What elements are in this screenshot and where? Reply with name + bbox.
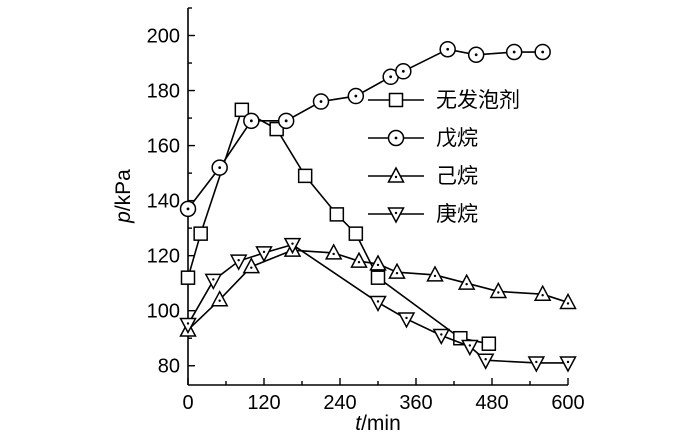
x-axis-title-unit: /min bbox=[361, 412, 401, 435]
data-point bbox=[559, 292, 577, 310]
legend-marker bbox=[388, 92, 404, 108]
data-point bbox=[369, 254, 387, 271]
x-tick-label: 480 bbox=[475, 392, 508, 414]
data-point bbox=[432, 328, 451, 346]
data-point bbox=[179, 200, 197, 218]
data-point bbox=[243, 112, 260, 130]
data-point bbox=[277, 112, 295, 130]
legend-entry: 无发泡剂 bbox=[368, 88, 520, 112]
data-point bbox=[388, 262, 406, 279]
y-tick-label: 140 bbox=[147, 191, 180, 213]
axes bbox=[187, 8, 568, 386]
y-axis-title: p/kPa bbox=[112, 169, 135, 224]
data-point bbox=[211, 159, 228, 176]
data-point bbox=[283, 237, 302, 255]
series-circle bbox=[179, 41, 551, 218]
data-point bbox=[329, 207, 345, 222]
data-point bbox=[533, 284, 552, 301]
y-tick-label: 80 bbox=[158, 356, 180, 378]
x-axis-title-variable: t bbox=[355, 412, 362, 435]
data-point bbox=[210, 290, 229, 307]
y-tick-label: 180 bbox=[147, 81, 180, 103]
data-point bbox=[397, 312, 416, 329]
data-point bbox=[467, 46, 485, 64]
data-point bbox=[347, 87, 365, 105]
data-point bbox=[426, 265, 444, 282]
axis-ticks: 0 120 240 360 480 600 80 100 120 140 160 180 200 bbox=[147, 7, 585, 414]
data-point bbox=[489, 281, 508, 299]
data-point bbox=[505, 43, 523, 61]
y-axis-title-unit: /kPa bbox=[112, 169, 135, 211]
series-triangle-up bbox=[179, 240, 577, 337]
legend-marker bbox=[387, 129, 405, 147]
data-point bbox=[476, 353, 495, 370]
x-tick-label: 360 bbox=[399, 392, 432, 414]
legend-entry: 庚烷 bbox=[368, 202, 478, 226]
series-line bbox=[187, 243, 568, 364]
data-point bbox=[350, 251, 368, 268]
data-point bbox=[234, 102, 250, 118]
x-tick-label: 240 bbox=[323, 392, 356, 414]
series-triangle-down bbox=[179, 237, 577, 373]
data-point bbox=[481, 336, 497, 351]
x-tick-label: 120 bbox=[247, 392, 280, 414]
x-tick-label: 0 bbox=[182, 392, 193, 414]
legend-label: 己烷 bbox=[436, 164, 478, 188]
data-point bbox=[369, 295, 387, 313]
data-point bbox=[180, 270, 196, 285]
data-point bbox=[439, 41, 456, 58]
data-point bbox=[534, 43, 551, 61]
legend-marker bbox=[387, 166, 405, 183]
legend-entry: 戊烷 bbox=[368, 126, 478, 150]
data-point bbox=[348, 226, 364, 241]
y-tick-label: 200 bbox=[147, 26, 180, 48]
y-axis-title-variable: p bbox=[112, 211, 135, 224]
data-point bbox=[457, 273, 476, 290]
data-point bbox=[255, 246, 273, 263]
legend-label: 戊烷 bbox=[436, 126, 478, 150]
y-tick-label: 120 bbox=[147, 246, 180, 268]
data-point bbox=[229, 254, 248, 271]
series-line bbox=[187, 48, 543, 210]
data-point bbox=[461, 339, 479, 357]
data-point bbox=[193, 226, 208, 241]
x-tick-label: 600 bbox=[551, 392, 584, 414]
data-point bbox=[527, 356, 546, 373]
y-tick-label: 160 bbox=[147, 136, 180, 158]
x-axis-title: t/min bbox=[355, 412, 401, 435]
data-point bbox=[312, 93, 330, 110]
y-tick-label: 100 bbox=[147, 301, 180, 323]
data-point bbox=[324, 243, 343, 260]
legend-label: 无发泡剂 bbox=[436, 88, 520, 112]
data-series bbox=[179, 41, 577, 373]
data-point bbox=[242, 257, 261, 274]
data-point bbox=[370, 270, 386, 285]
legend-label: 庚烷 bbox=[436, 202, 478, 226]
legend-marker bbox=[387, 207, 405, 224]
data-point bbox=[297, 168, 313, 184]
data-point bbox=[204, 273, 223, 291]
data-point bbox=[559, 356, 577, 373]
data-point bbox=[179, 317, 197, 335]
legend-entry: 己烷 bbox=[368, 164, 478, 188]
data-point bbox=[395, 63, 412, 80]
